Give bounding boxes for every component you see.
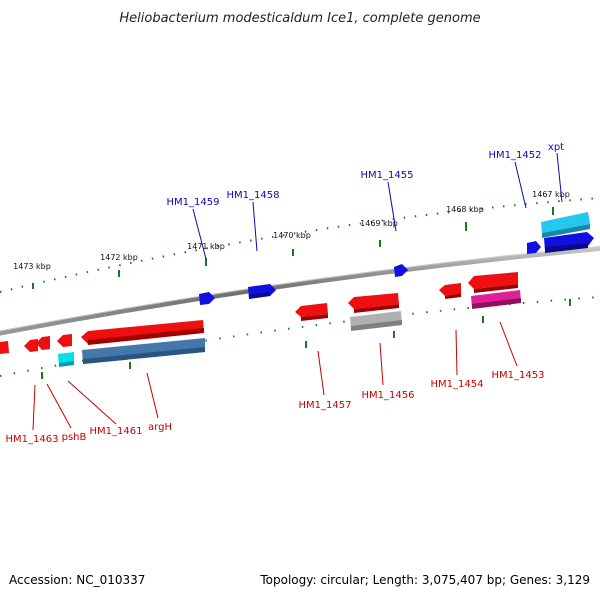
gene-edge-left[interactable] bbox=[0, 341, 9, 354]
gene-hm1-1451[interactable] bbox=[527, 241, 541, 254]
major-ticks-inner bbox=[41, 299, 571, 379]
genome-summary-text: Topology: circular; Length: 3,075,407 bp… bbox=[260, 573, 590, 587]
kbp-label-1473: 1473 kbp bbox=[13, 262, 51, 271]
label-hm1-1458[interactable]: HM1_1458 bbox=[227, 190, 280, 201]
gene-hm1-1459[interactable] bbox=[199, 292, 215, 305]
label-argH[interactable]: argH bbox=[148, 422, 172, 433]
gene-argH-a[interactable] bbox=[81, 320, 204, 345]
kbp-label-1472: 1472 kbp bbox=[100, 253, 138, 262]
label-hm1-1461[interactable]: HM1_1461 bbox=[90, 426, 143, 437]
gene-hm1-1453[interactable] bbox=[471, 290, 521, 309]
gene-hm1-1463[interactable] bbox=[24, 339, 38, 352]
map-title: Heliobacterium modesticaldum Ice1, compl… bbox=[119, 11, 480, 26]
gene-hm1-1462[interactable] bbox=[36, 336, 50, 350]
forward-leader-lines bbox=[192, 152, 563, 260]
gene-hm1-1456[interactable] bbox=[350, 311, 402, 331]
label-hm1-1456[interactable]: HM1_1456 bbox=[362, 390, 415, 401]
gene-pshB[interactable] bbox=[58, 352, 74, 367]
gene-hm1-1461[interactable] bbox=[57, 334, 72, 347]
gene-hm1-1458[interactable] bbox=[248, 284, 276, 299]
gene-xpt[interactable] bbox=[541, 212, 590, 238]
gene-hm1-1456-a[interactable] bbox=[348, 293, 399, 313]
accession-text: Accession: NC_010337 bbox=[9, 573, 146, 587]
gene-hm1-1454[interactable] bbox=[439, 283, 461, 299]
gene-hm1-1452[interactable] bbox=[544, 232, 594, 253]
forward-genes bbox=[199, 212, 594, 305]
kbp-label-1471: 1471 kbp bbox=[187, 242, 225, 251]
gene-hm1-1455[interactable] bbox=[394, 264, 408, 277]
kbp-label-1468: 1468 kbp bbox=[446, 205, 484, 214]
label-hm1-1463[interactable]: HM1_1463 bbox=[6, 434, 59, 445]
major-ticks-outer bbox=[32, 207, 554, 289]
kbp-labels: 1467 kbp 1468 kbp 1469 kbp 1470 kbp 1471… bbox=[13, 190, 570, 271]
label-hm1-1452[interactable]: HM1_1452 bbox=[489, 150, 542, 161]
label-hm1-1453[interactable]: HM1_1453 bbox=[492, 370, 545, 381]
reverse-leader-lines bbox=[32, 321, 518, 431]
genome-backbone bbox=[0, 245, 600, 336]
gene-argH[interactable] bbox=[82, 338, 205, 364]
label-pshB[interactable]: pshB bbox=[62, 432, 87, 443]
kbp-label-1470: 1470 kbp bbox=[273, 231, 311, 240]
label-xpt[interactable]: xpt bbox=[548, 142, 564, 153]
label-hm1-1457[interactable]: HM1_1457 bbox=[299, 400, 352, 411]
kbp-label-1467: 1467 kbp bbox=[532, 190, 570, 199]
label-hm1-1455[interactable]: HM1_1455 bbox=[361, 170, 414, 181]
forward-gene-labels: xpt HM1_1452 HM1_1455 HM1_1458 HM1_1459 bbox=[167, 142, 565, 208]
gene-hm1-1453-a[interactable] bbox=[468, 272, 518, 293]
label-hm1-1459[interactable]: HM1_1459 bbox=[167, 197, 220, 208]
reverse-gene-labels: HM1_1453 HM1_1454 HM1_1456 HM1_1457 argH… bbox=[6, 370, 545, 445]
label-hm1-1454[interactable]: HM1_1454 bbox=[431, 379, 484, 390]
reverse-genes bbox=[0, 272, 521, 367]
kbp-label-1469: 1469 kbp bbox=[360, 219, 398, 228]
gene-hm1-1457[interactable] bbox=[295, 303, 328, 321]
